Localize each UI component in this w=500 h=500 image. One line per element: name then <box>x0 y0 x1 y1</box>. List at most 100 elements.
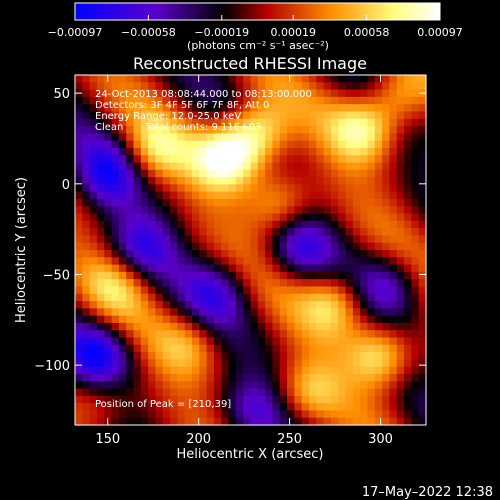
heatmap-cell <box>111 381 120 390</box>
heatmap-cell <box>104 373 113 382</box>
heatmap-cell <box>221 235 230 244</box>
heatmap-cell <box>389 191 398 200</box>
heatmap-cell <box>294 104 303 113</box>
heatmap-cell <box>213 184 222 193</box>
heatmap-cell <box>389 250 398 258</box>
heatmap-cell <box>126 403 135 412</box>
heatmap-cell <box>382 133 391 142</box>
heatmap-cell <box>96 293 105 302</box>
heatmap-cell <box>82 177 91 185</box>
heatmap-cell <box>352 286 361 295</box>
heatmap-cell <box>367 257 376 266</box>
heatmap-cell <box>360 191 369 200</box>
heatmap-cell <box>118 359 127 368</box>
heatmap-cell <box>272 352 281 360</box>
heatmap-cell <box>367 155 376 164</box>
heatmap-cell <box>338 169 347 178</box>
heatmap-cell <box>126 133 135 142</box>
heatmap-cell <box>155 337 164 346</box>
heatmap-cell <box>250 242 259 251</box>
heatmap-cell <box>396 126 405 134</box>
heatmap-cell <box>411 337 420 346</box>
heatmap-cell <box>360 220 369 229</box>
heatmap-cell <box>345 96 354 105</box>
heatmap-cell <box>265 235 274 244</box>
heatmap-cell <box>206 184 215 193</box>
heatmap-cell <box>213 228 222 237</box>
heatmap-cell <box>155 417 164 426</box>
heatmap-cell <box>418 220 427 229</box>
heatmap-cell <box>206 162 215 171</box>
heatmap-cell <box>265 271 274 280</box>
heatmap-cell <box>257 242 266 251</box>
heatmap-cell <box>411 177 420 185</box>
heatmap-cell <box>170 301 178 309</box>
heatmap-cell <box>382 162 391 171</box>
heatmap-cell <box>382 242 391 251</box>
heatmap-cell <box>96 330 105 339</box>
heatmap-cell <box>243 352 252 360</box>
heatmap-cell <box>148 344 157 353</box>
heatmap-cell <box>404 191 412 200</box>
heatmap-cell <box>404 250 412 258</box>
heatmap-cell <box>96 250 105 258</box>
heatmap-cell <box>126 111 135 120</box>
heatmap-cell <box>126 264 135 273</box>
heatmap-cell <box>396 257 405 266</box>
heatmap-cell <box>287 111 295 120</box>
heatmap-cell <box>148 155 157 164</box>
heatmap-cell <box>287 388 295 397</box>
heatmap-cell <box>338 344 347 353</box>
heatmap-cell <box>396 352 405 360</box>
heatmap-cell <box>126 118 135 127</box>
heatmap-cell <box>287 403 295 412</box>
heatmap-cell <box>309 206 317 215</box>
heatmap-cell <box>396 118 405 127</box>
heatmap-cell <box>345 279 354 288</box>
heatmap-cell <box>316 257 325 266</box>
heatmap-cell <box>382 308 391 317</box>
heatmap-cell <box>155 155 164 164</box>
heatmap-cell <box>221 177 230 185</box>
heatmap-cell <box>213 220 222 229</box>
heatmap-cell <box>140 235 149 244</box>
heatmap-cell <box>287 242 295 251</box>
heatmap-cell <box>235 184 244 193</box>
heatmap-cell <box>338 322 347 331</box>
heatmap-cell <box>345 198 354 207</box>
heatmap-cell <box>126 301 135 309</box>
heatmap-cell <box>272 359 281 368</box>
heatmap-cell <box>272 381 281 390</box>
heatmap-cell <box>75 410 83 419</box>
heatmap-cell <box>404 206 412 215</box>
heatmap-cell <box>213 395 222 404</box>
heatmap-cell <box>250 403 259 412</box>
heatmap-cell <box>272 206 281 215</box>
heatmap-cell <box>206 147 215 156</box>
heatmap-cell <box>345 191 354 200</box>
heatmap-cell <box>243 250 252 258</box>
heatmap-cell <box>82 82 91 91</box>
heatmap-cell <box>148 417 157 426</box>
heatmap-cell <box>162 308 171 317</box>
heatmap-cell <box>148 82 157 91</box>
heatmap-cell <box>279 366 288 375</box>
heatmap-cell <box>330 89 339 98</box>
heatmap-cell <box>82 373 91 382</box>
heatmap-cell <box>155 191 164 200</box>
heatmap-cell <box>352 111 361 120</box>
heatmap-cell <box>374 330 383 339</box>
heatmap-cell <box>301 104 310 113</box>
heatmap-cell <box>126 381 135 390</box>
heatmap-cell <box>221 169 230 178</box>
heatmap-cell <box>338 373 347 382</box>
heatmap-cell <box>89 169 98 178</box>
heatmap-cell <box>192 330 200 339</box>
heatmap-cell <box>221 373 230 382</box>
heatmap-cell <box>265 279 274 288</box>
heatmap-cell <box>243 235 252 244</box>
heatmap-cell <box>235 279 244 288</box>
heatmap-cell <box>75 75 83 83</box>
heatmap-cell <box>235 381 244 390</box>
heatmap-cell <box>126 177 135 185</box>
